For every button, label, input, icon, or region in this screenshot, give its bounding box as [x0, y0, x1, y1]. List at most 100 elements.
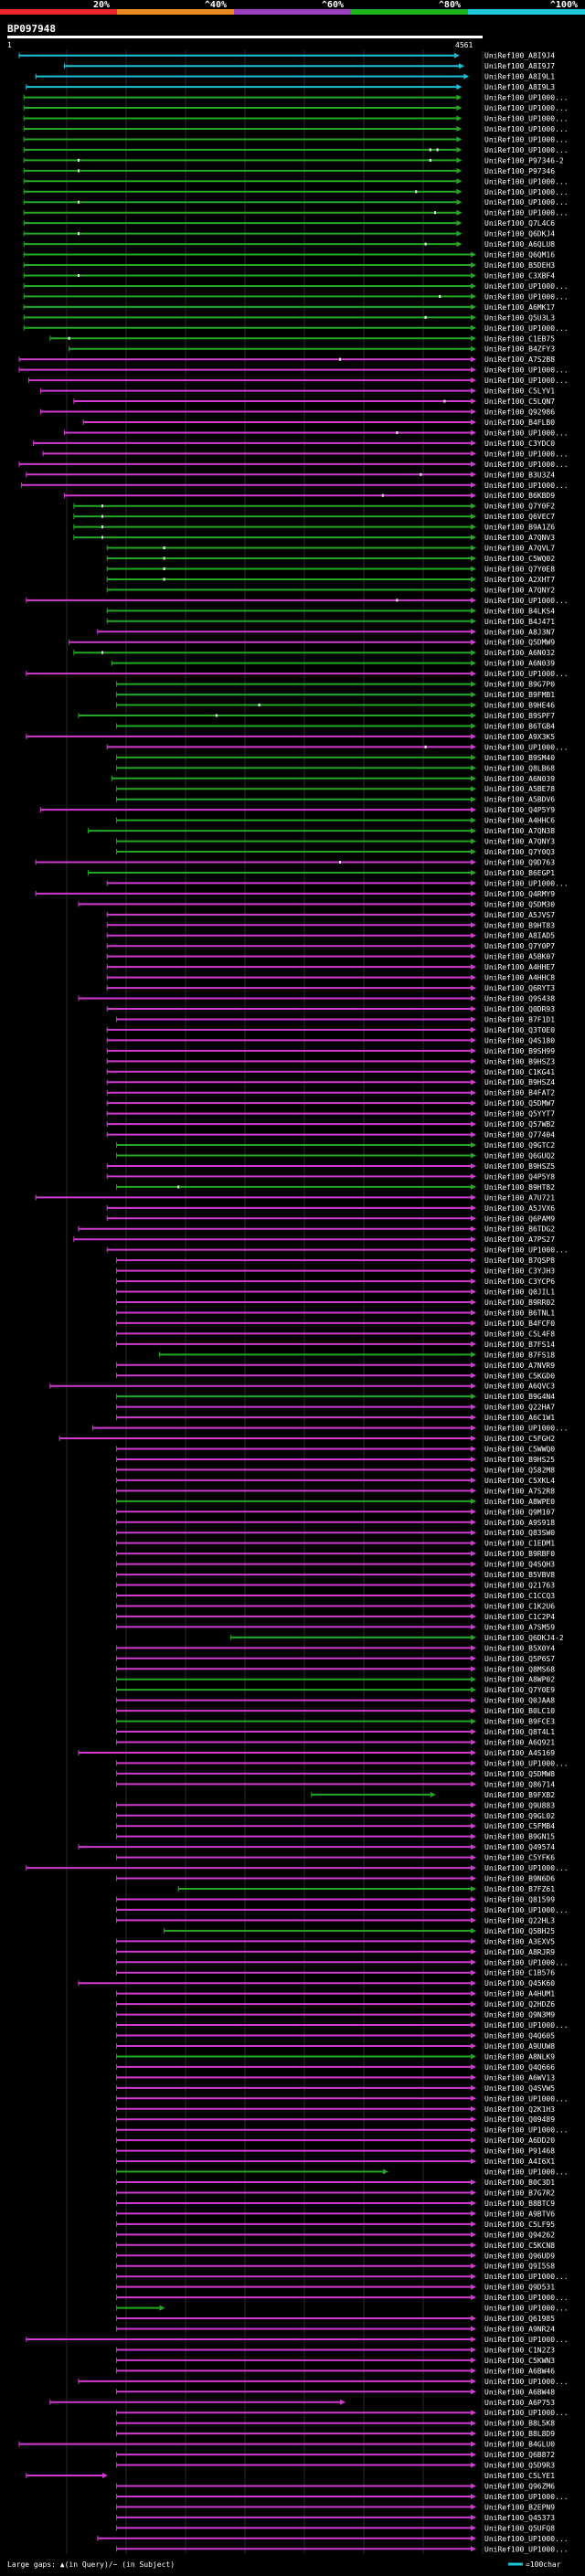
- hit-label[interactable]: UniRef100_C5FGH2: [484, 1435, 555, 1443]
- hit-label[interactable]: UniRef100_A5JVX6: [484, 1204, 555, 1213]
- hit-row[interactable]: UniRef100_UP1000...: [78, 2378, 569, 2386]
- hit-label[interactable]: UniRef100_Q5DMW8: [484, 1770, 555, 1778]
- hit-label[interactable]: UniRef100_B5DEH3: [484, 261, 555, 270]
- hit-label[interactable]: UniRef100_A6DD20: [484, 2136, 555, 2145]
- hit-label[interactable]: UniRef100_B7FZ61: [484, 1885, 555, 1893]
- hit-label[interactable]: UniRef100_B4FLB0: [484, 419, 555, 427]
- hit-row[interactable]: UniRef100_C5WWQ0: [116, 1446, 556, 1454]
- hit-label[interactable]: UniRef100_B9HE46: [484, 702, 555, 710]
- hit-row[interactable]: UniRef100_A9X3K5: [26, 733, 555, 741]
- hit-label[interactable]: UniRef100_Q21763: [484, 1582, 555, 1590]
- hit-label[interactable]: UniRef100_Q5DMW7: [484, 1099, 555, 1108]
- hit-row[interactable]: UniRef100_Q9N3M9: [116, 2011, 556, 2019]
- hit-row[interactable]: UniRef100_A8IAD5: [106, 932, 555, 940]
- hit-label[interactable]: UniRef100_B9HSZ4: [484, 1078, 555, 1087]
- hit-row[interactable]: UniRef100_Q7L4C6: [23, 219, 555, 228]
- hit-label[interactable]: UniRef100_C1EB75: [484, 334, 555, 343]
- hit-label[interactable]: UniRef100_UP1000...: [484, 597, 569, 605]
- hit-row[interactable]: UniRef100_Q6DKJ4: [23, 230, 555, 239]
- hit-row[interactable]: UniRef100_UP1000...: [116, 2493, 569, 2501]
- hit-row[interactable]: UniRef100_UP1000...: [23, 115, 569, 123]
- hit-label[interactable]: UniRef100_A6Q921: [484, 1739, 555, 1747]
- hit-label[interactable]: UniRef100_UP1000...: [484, 198, 569, 207]
- hit-row[interactable]: UniRef100_Q7Y0F2: [73, 503, 555, 511]
- hit-row[interactable]: UniRef100_UP1000...: [116, 1759, 569, 1767]
- hit-label[interactable]: UniRef100_C1EDM1: [484, 1540, 555, 1548]
- hit-label[interactable]: UniRef100_Q5YYT7: [484, 1110, 555, 1118]
- hit-row[interactable]: UniRef100_UP1000...: [106, 743, 569, 751]
- hit-label[interactable]: UniRef100_B9HS25: [484, 1456, 555, 1464]
- hit-label[interactable]: UniRef100_B9FMB1: [484, 691, 555, 699]
- hit-label[interactable]: UniRef100_A9BTV6: [484, 2210, 555, 2218]
- hit-label[interactable]: UniRef100_A7PS27: [484, 1235, 555, 1244]
- hit-row[interactable]: UniRef100_Q4Q605: [116, 2032, 556, 2041]
- hit-label[interactable]: UniRef100_A7NVR9: [484, 1362, 555, 1370]
- hit-row[interactable]: UniRef100_B3U3Z4: [26, 471, 555, 479]
- hit-row[interactable]: UniRef100_A9BTV6: [116, 2210, 556, 2218]
- hit-row[interactable]: UniRef100_A6N032: [73, 649, 555, 657]
- hit-label[interactable]: UniRef100_UP1000...: [484, 115, 569, 123]
- hit-row[interactable]: UniRef100_B7QSP8: [116, 1256, 556, 1265]
- hit-label[interactable]: UniRef100_C1K2U6: [484, 1602, 555, 1610]
- hit-row[interactable]: UniRef100_Q6DKJ4-2: [229, 1634, 564, 1642]
- hit-label[interactable]: UniRef100_A4S169: [484, 1749, 555, 1757]
- hit-label[interactable]: UniRef100_C5LQN7: [484, 398, 555, 406]
- hit-label[interactable]: UniRef100_C3YJH3: [484, 1267, 555, 1276]
- hit-label[interactable]: UniRef100_Q96UD9: [484, 2252, 555, 2260]
- hit-label[interactable]: UniRef100_Q9D531: [484, 2284, 555, 2292]
- hit-label[interactable]: UniRef100_UP1000...: [484, 1246, 569, 1255]
- hit-row[interactable]: UniRef100_A8RJR9: [116, 1948, 556, 1956]
- hit-label[interactable]: UniRef100_A7QNV3: [484, 534, 555, 542]
- hit-label[interactable]: UniRef100_Q4RMY9: [484, 890, 555, 898]
- hit-row[interactable]: UniRef100_B8BTC9: [116, 2200, 556, 2208]
- hit-label[interactable]: UniRef100_B9SM40: [484, 754, 555, 762]
- hit-label[interactable]: UniRef100_Q6PAM9: [484, 1214, 555, 1223]
- hit-label[interactable]: UniRef100_UP1000...: [484, 2021, 569, 2030]
- hit-row[interactable]: UniRef100_B7FS14: [116, 1341, 556, 1349]
- hit-row[interactable]: UniRef100_UP1000...: [116, 1906, 569, 1914]
- hit-row[interactable]: UniRef100_B7FS18: [158, 1351, 555, 1359]
- hit-row[interactable]: UniRef100_Q2K1H3: [116, 2105, 556, 2114]
- hit-label[interactable]: UniRef100_Q6DKJ4: [484, 230, 555, 239]
- hit-row[interactable]: UniRef100_Q6B872: [116, 2451, 556, 2459]
- hit-label[interactable]: UniRef100_UP1000...: [484, 324, 569, 333]
- hit-label[interactable]: UniRef100_P97346-2: [484, 156, 564, 164]
- hit-label[interactable]: UniRef100_C5WQ02: [484, 555, 555, 563]
- hit-row[interactable]: UniRef100_Q9GTC2: [116, 1141, 556, 1150]
- hit-row[interactable]: UniRef100_A4HHC8: [106, 974, 555, 982]
- hit-label[interactable]: UniRef100_Q96ZM6: [484, 2482, 555, 2490]
- hit-label[interactable]: UniRef100_Q4S180: [484, 1036, 555, 1044]
- hit-label[interactable]: UniRef100_UP1000...: [484, 366, 569, 375]
- hit-label[interactable]: UniRef100_UP1000...: [484, 125, 569, 133]
- hit-label[interactable]: UniRef100_A7S2B8: [484, 355, 555, 364]
- hit-label[interactable]: UniRef100_Q5D9R3: [484, 2462, 555, 2470]
- hit-label[interactable]: UniRef100_B4J471: [484, 618, 555, 626]
- hit-label[interactable]: UniRef100_B9G4N4: [484, 1393, 555, 1401]
- hit-row[interactable]: UniRef100_A4I6X1: [116, 2157, 556, 2166]
- hit-label[interactable]: UniRef100_Q92986: [484, 408, 555, 417]
- hit-row[interactable]: UniRef100_C5FGH2: [58, 1435, 555, 1443]
- hit-label[interactable]: UniRef100_Q49574: [484, 1843, 555, 1851]
- hit-label[interactable]: UniRef100_B7FS14: [484, 1341, 555, 1349]
- hit-row[interactable]: UniRef100_B0LC10: [116, 1707, 556, 1715]
- hit-label[interactable]: UniRef100_UP1000...: [484, 292, 569, 301]
- hit-label[interactable]: UniRef100_Q2HDZ6: [484, 2000, 555, 2009]
- hit-label[interactable]: UniRef100_A3EXV5: [484, 1937, 555, 1945]
- hit-label[interactable]: UniRef100_B6TGB4: [484, 722, 555, 730]
- hit-label[interactable]: UniRef100_UP1000...: [484, 482, 569, 490]
- hit-label[interactable]: UniRef100_Q22HL3: [484, 1916, 555, 1924]
- hit-label[interactable]: UniRef100_Q4SQH3: [484, 1561, 555, 1569]
- hit-row[interactable]: UniRef100_Q22HL3: [116, 1916, 556, 1924]
- hit-row[interactable]: UniRef100_UP1000...: [92, 1425, 569, 1433]
- hit-row[interactable]: UniRef100_Q92986: [39, 408, 555, 417]
- hit-label[interactable]: UniRef100_A4HHC6: [484, 817, 555, 825]
- hit-row[interactable]: UniRef100_A4S169: [78, 1749, 555, 1757]
- hit-row[interactable]: UniRef100_Q7Y0Q3: [116, 848, 556, 856]
- hit-label[interactable]: UniRef100_Q9I5S8: [484, 2263, 555, 2271]
- hit-label[interactable]: UniRef100_C3YCP6: [484, 1277, 555, 1286]
- hit-label[interactable]: UniRef100_A8I9J4: [484, 52, 555, 60]
- hit-label[interactable]: UniRef100_C5YFK6: [484, 1854, 555, 1862]
- hit-row[interactable]: UniRef100_B9GN15: [116, 1833, 556, 1841]
- hit-row[interactable]: UniRef100_A5BDV6: [116, 796, 556, 804]
- hit-label[interactable]: UniRef100_C5LYE1: [484, 2472, 555, 2480]
